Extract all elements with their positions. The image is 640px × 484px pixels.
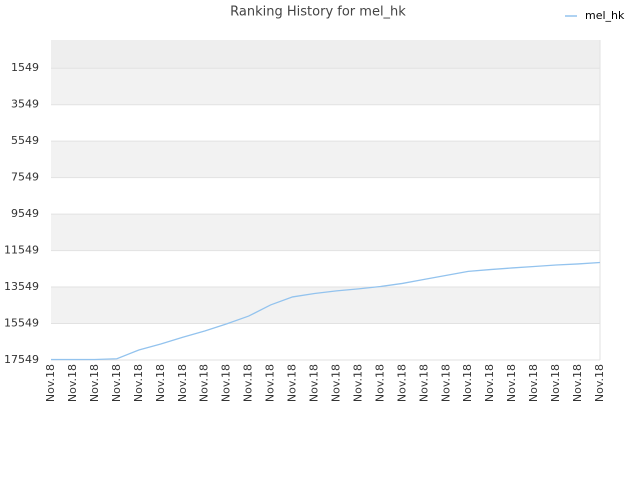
y-tick-label: 1549 bbox=[11, 61, 39, 74]
x-tick-label: Nov.18 bbox=[593, 364, 606, 402]
x-tick-label: Nov.18 bbox=[110, 364, 123, 402]
band bbox=[51, 323, 600, 360]
y-tick-label: 15549 bbox=[4, 317, 39, 330]
x-tick-label: Nov.18 bbox=[461, 364, 474, 402]
x-tick-label: Nov.18 bbox=[373, 364, 386, 402]
x-tick-label: Nov.18 bbox=[395, 364, 408, 402]
y-tick-label: 9549 bbox=[11, 207, 39, 220]
x-tick-label: Nov.18 bbox=[132, 364, 145, 402]
y-tick-label: 7549 bbox=[11, 171, 39, 184]
y-tick-label: 13549 bbox=[4, 280, 39, 293]
band bbox=[51, 287, 600, 324]
x-tick-label: Nov.18 bbox=[176, 364, 189, 402]
x-tick-label: Nov.18 bbox=[66, 364, 79, 402]
x-tick-label: Nov.18 bbox=[483, 364, 496, 402]
band bbox=[51, 214, 600, 251]
x-tick-label: Nov.18 bbox=[527, 364, 540, 402]
x-tick-label: Nov.18 bbox=[351, 364, 364, 402]
band bbox=[51, 250, 600, 288]
y-tick-label: 17549 bbox=[4, 353, 39, 366]
x-tick-label: Nov.18 bbox=[286, 364, 299, 402]
x-tick-label: Nov.18 bbox=[571, 364, 584, 402]
band bbox=[51, 68, 600, 105]
y-tick-label: 5549 bbox=[11, 134, 39, 147]
x-tick-label: Nov.18 bbox=[505, 364, 518, 402]
band bbox=[51, 177, 600, 215]
x-tick-label: Nov.18 bbox=[242, 364, 255, 402]
legend-label: mel_hk bbox=[585, 9, 625, 22]
x-tick-label: Nov.18 bbox=[329, 364, 342, 402]
x-tick-label: Nov.18 bbox=[308, 364, 321, 402]
x-tick-label: Nov.18 bbox=[154, 364, 167, 402]
band bbox=[51, 141, 600, 178]
x-tick-label: Nov.18 bbox=[264, 364, 277, 402]
y-tick-label: 3549 bbox=[11, 98, 39, 111]
x-tick-label: Nov.18 bbox=[439, 364, 452, 402]
chart-title: Ranking History for mel_hk bbox=[230, 5, 406, 20]
x-tick-label: Nov.18 bbox=[417, 364, 430, 402]
x-tick-label: Nov.18 bbox=[44, 364, 57, 402]
band bbox=[51, 104, 600, 142]
x-tick-label: Nov.18 bbox=[88, 364, 101, 402]
y-tick-label: 11549 bbox=[4, 244, 39, 257]
x-tick-label: Nov.18 bbox=[220, 364, 233, 402]
x-tick-label: Nov.18 bbox=[549, 364, 562, 402]
line bbox=[51, 261, 601, 361]
x-tick-label: Nov.18 bbox=[198, 364, 211, 402]
